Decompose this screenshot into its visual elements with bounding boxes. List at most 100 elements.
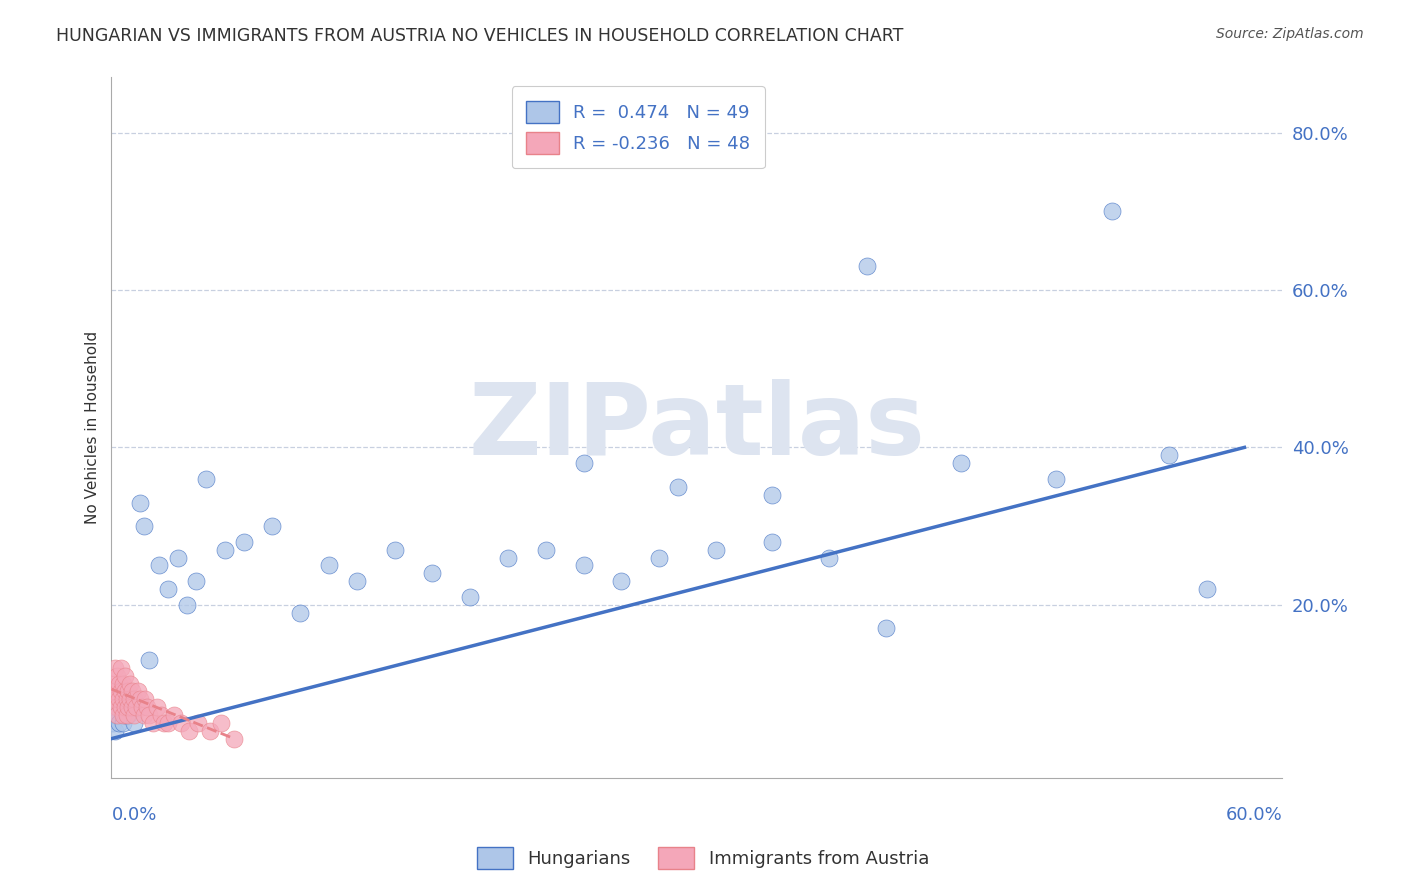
Point xyxy=(105,668,128,682)
Point xyxy=(117,708,139,723)
Point xyxy=(818,550,841,565)
Point xyxy=(131,700,153,714)
Point xyxy=(110,661,132,675)
Point xyxy=(114,700,136,714)
Point xyxy=(121,692,143,706)
Point xyxy=(648,550,671,565)
Point xyxy=(186,574,208,589)
Point xyxy=(128,495,150,509)
Point xyxy=(111,715,134,730)
Point xyxy=(346,574,368,589)
Point xyxy=(149,708,172,723)
Point xyxy=(145,700,167,714)
Point xyxy=(114,684,136,698)
Point xyxy=(105,708,128,723)
Point xyxy=(198,723,221,738)
Point xyxy=(111,692,134,706)
Point xyxy=(111,676,134,690)
Text: HUNGARIAN VS IMMIGRANTS FROM AUSTRIA NO VEHICLES IN HOUSEHOLD CORRELATION CHART: HUNGARIAN VS IMMIGRANTS FROM AUSTRIA NO … xyxy=(56,27,904,45)
Point xyxy=(170,715,193,730)
Point xyxy=(120,676,142,690)
Point xyxy=(134,692,156,706)
Point xyxy=(121,684,143,698)
Point xyxy=(114,668,136,682)
Point xyxy=(122,715,145,730)
Point xyxy=(163,708,186,723)
Point xyxy=(224,731,246,746)
Point xyxy=(157,582,180,596)
Point xyxy=(157,715,180,730)
Point xyxy=(572,456,595,470)
Point xyxy=(138,653,160,667)
Point xyxy=(855,260,877,274)
Point xyxy=(422,566,444,581)
Point xyxy=(166,550,188,565)
Point xyxy=(110,700,132,714)
Point xyxy=(132,519,155,533)
Point xyxy=(115,692,138,706)
Point xyxy=(1195,582,1218,596)
Point xyxy=(122,692,145,706)
Legend: Hungarians, Immigrants from Austria: Hungarians, Immigrants from Austria xyxy=(468,838,938,879)
Point xyxy=(117,700,139,714)
Point xyxy=(136,700,159,714)
Point xyxy=(153,715,176,730)
Point xyxy=(232,534,254,549)
Point xyxy=(103,715,125,730)
Text: 60.0%: 60.0% xyxy=(1226,806,1282,824)
Point xyxy=(108,715,131,730)
Point xyxy=(127,684,149,698)
Point xyxy=(1157,448,1180,462)
Point xyxy=(290,606,312,620)
Point xyxy=(125,700,148,714)
Point xyxy=(121,700,143,714)
Point xyxy=(187,715,209,730)
Text: 0.0%: 0.0% xyxy=(111,806,157,824)
Point xyxy=(875,622,897,636)
Point xyxy=(108,676,131,690)
Point xyxy=(384,542,406,557)
Point xyxy=(103,676,125,690)
Point xyxy=(176,598,198,612)
Point xyxy=(260,519,283,533)
Point xyxy=(110,700,132,714)
Point xyxy=(108,692,131,706)
Point xyxy=(117,684,139,698)
Point xyxy=(115,708,138,723)
Point xyxy=(105,700,128,714)
Point xyxy=(761,488,783,502)
Point xyxy=(496,550,519,565)
Point xyxy=(110,684,132,698)
Legend: R =  0.474   N = 49, R = -0.236   N = 48: R = 0.474 N = 49, R = -0.236 N = 48 xyxy=(512,87,765,169)
Point xyxy=(138,708,160,723)
Point xyxy=(122,708,145,723)
Point xyxy=(572,558,595,573)
Point xyxy=(666,480,689,494)
Point xyxy=(103,692,125,706)
Point xyxy=(128,692,150,706)
Point xyxy=(114,708,136,723)
Point xyxy=(209,715,232,730)
Point xyxy=(104,723,127,738)
Point xyxy=(177,723,200,738)
Point xyxy=(458,590,481,604)
Point xyxy=(115,692,138,706)
Point xyxy=(120,692,142,706)
Point xyxy=(125,700,148,714)
Point xyxy=(534,542,557,557)
Point xyxy=(214,542,236,557)
Point xyxy=(132,708,155,723)
Text: Source: ZipAtlas.com: Source: ZipAtlas.com xyxy=(1216,27,1364,41)
Point xyxy=(318,558,340,573)
Point xyxy=(104,661,127,675)
Point xyxy=(950,456,973,470)
Point xyxy=(194,472,217,486)
Point xyxy=(1045,472,1067,486)
Text: ZIPatlas: ZIPatlas xyxy=(468,379,925,476)
Point xyxy=(104,684,127,698)
Point xyxy=(120,700,142,714)
Point xyxy=(761,534,783,549)
Point xyxy=(148,558,170,573)
Point xyxy=(111,708,134,723)
Point xyxy=(610,574,633,589)
